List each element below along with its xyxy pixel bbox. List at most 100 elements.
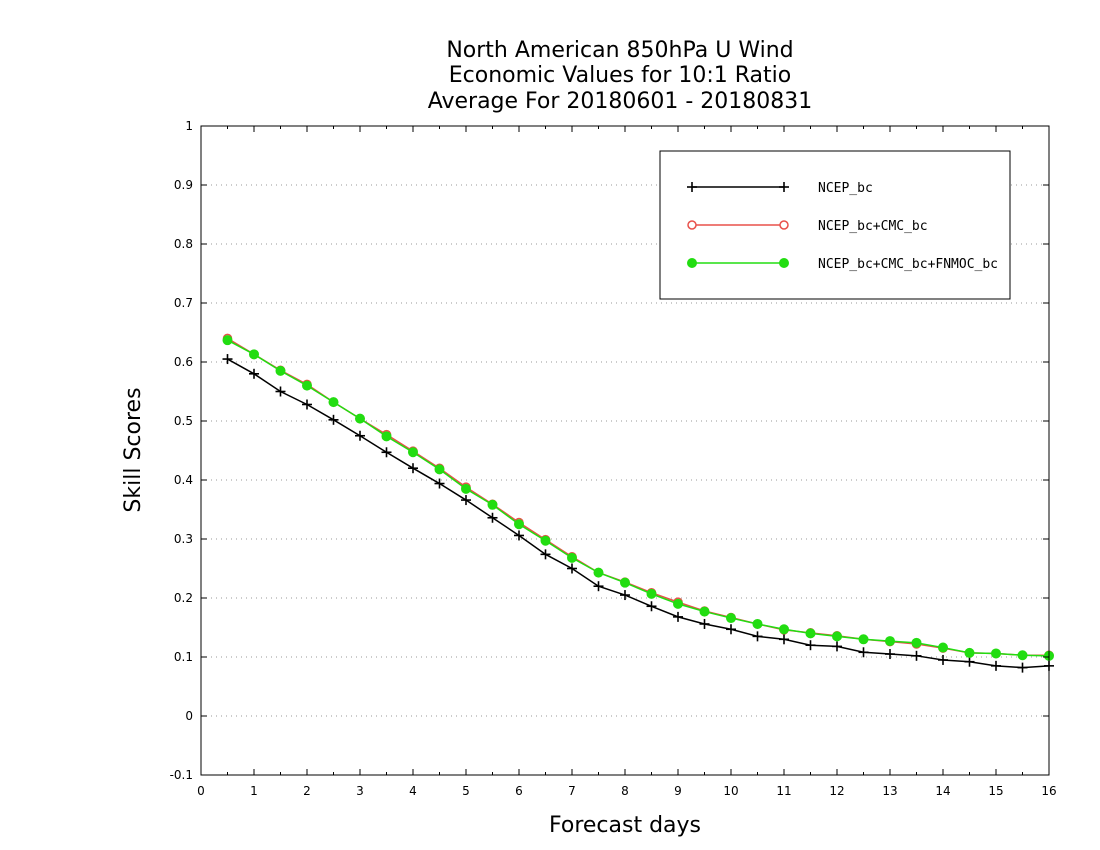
- chart-title-line-2: Economic Values for 10:1 Ratio: [448, 63, 792, 88]
- legend-label: NCEP_bc+CMC_bc: [818, 219, 928, 234]
- data-point: [646, 588, 657, 599]
- data-point: [911, 637, 922, 648]
- y-axis-label: Skill Scores: [121, 387, 146, 512]
- legend-marker: [779, 182, 789, 192]
- data-point: [805, 640, 816, 651]
- x-tick-label: 12: [829, 784, 844, 798]
- data-point: [1017, 650, 1028, 661]
- data-point: [805, 628, 816, 639]
- y-tick-label: 0.3: [174, 532, 193, 546]
- data-point: [434, 464, 445, 475]
- data-point: [540, 535, 551, 546]
- x-axis-label: Forecast days: [549, 813, 701, 838]
- x-tick-label: 7: [568, 784, 576, 798]
- series-line-1: [227, 337, 1049, 656]
- x-tick-label: 14: [935, 784, 950, 798]
- data-point: [858, 647, 869, 658]
- data-point: [832, 631, 842, 642]
- data-point: [699, 618, 710, 629]
- legend-entry-0: NCEP_bc: [687, 181, 873, 196]
- data-point: [673, 611, 683, 622]
- data-point: [752, 618, 763, 629]
- x-tick-label: 0: [197, 784, 205, 798]
- chart-title-line-1: North American 850hPa U Wind: [446, 38, 794, 63]
- legend-label: NCEP_bc: [818, 181, 873, 196]
- y-tick-label: 0.7: [174, 296, 193, 310]
- data-point: [222, 354, 233, 365]
- y-tick-label: 0.4: [174, 473, 193, 487]
- data-point: [779, 624, 789, 635]
- data-point: [1017, 662, 1028, 673]
- data-point: [275, 386, 286, 397]
- y-tick-label: 0.2: [174, 591, 193, 605]
- data-point: [964, 656, 975, 667]
- data-point: [779, 634, 789, 645]
- data-point: [302, 380, 312, 391]
- data-point: [249, 349, 259, 360]
- data-point: [938, 654, 948, 665]
- y-tick-label: 1: [185, 119, 193, 133]
- legend-marker: [687, 258, 697, 268]
- data-point: [302, 399, 312, 410]
- legend-marker: [779, 258, 789, 268]
- x-tick-label: 5: [462, 784, 470, 798]
- x-tick-label: 3: [356, 784, 364, 798]
- data-point: [726, 624, 736, 635]
- data-point: [461, 495, 471, 506]
- y-tick-label: 0.8: [174, 237, 193, 251]
- data-point: [991, 660, 1001, 671]
- y-tick-label: 0.9: [174, 178, 193, 192]
- data-point: [408, 463, 418, 474]
- data-point: [355, 430, 365, 441]
- data-point: [328, 397, 339, 408]
- data-point: [275, 365, 286, 376]
- data-point: [567, 563, 577, 574]
- y-tick-label: 0: [185, 709, 193, 723]
- x-tick-label: 1: [250, 784, 258, 798]
- x-tick-label: 8: [621, 784, 629, 798]
- data-point: [487, 512, 498, 523]
- series-NCEP_bc+CMC_bc: [222, 333, 1054, 660]
- legend-label: NCEP_bc+CMC_bc+FNMOC_bc: [818, 257, 998, 272]
- data-point: [673, 598, 683, 609]
- data-point: [328, 414, 339, 425]
- data-point: [408, 447, 418, 458]
- y-tick-label: -0.1: [170, 768, 193, 782]
- data-point: [991, 648, 1001, 659]
- series-layer: [222, 333, 1054, 673]
- x-tick-label: 2: [303, 784, 311, 798]
- data-point: [832, 641, 842, 652]
- data-point: [567, 552, 577, 563]
- x-tick-label: 10: [723, 784, 738, 798]
- x-tick-label: 15: [988, 784, 1003, 798]
- legend-marker: [687, 182, 697, 192]
- y-axis-ticks: -0.1 0 0.1 0.2 0.3 0.4 0.5 0.6 0.7 0.8 0.9 1: [170, 119, 1049, 782]
- legend-entry-2: NCEP_bc+CMC_bc+FNMOC_bc: [687, 257, 998, 272]
- x-tick-label: 4: [409, 784, 417, 798]
- x-tick-label: 13: [882, 784, 897, 798]
- data-point: [461, 483, 471, 494]
- x-tick-label: 9: [674, 784, 682, 798]
- data-point: [620, 590, 630, 601]
- data-point: [514, 519, 524, 530]
- data-point: [222, 335, 233, 346]
- series-line-2: [227, 339, 1050, 657]
- data-point: [381, 431, 392, 442]
- data-point: [858, 634, 869, 645]
- legend-entry-1: NCEP_bc+CMC_bc: [687, 219, 928, 234]
- data-point: [355, 413, 365, 424]
- data-point: [249, 368, 259, 379]
- data-point: [646, 601, 657, 612]
- data-point: [911, 650, 922, 661]
- series-NCEP_bc+CMC_bc+FNMOC_bc: [222, 335, 1054, 661]
- data-point: [381, 447, 392, 458]
- data-point: [726, 613, 736, 624]
- y-tick-label: 0.1: [174, 650, 193, 664]
- data-point: [699, 606, 710, 617]
- data-point: [434, 478, 445, 489]
- data-point: [964, 647, 975, 658]
- legend-marker: [779, 220, 789, 230]
- y-tick-label: 0.6: [174, 355, 193, 369]
- x-axis-ticks: 0 1 2 3 4 5 6 7 8 9 10 11 12 13 14 15 16: [197, 126, 1057, 798]
- x-tick-label: 16: [1041, 784, 1056, 798]
